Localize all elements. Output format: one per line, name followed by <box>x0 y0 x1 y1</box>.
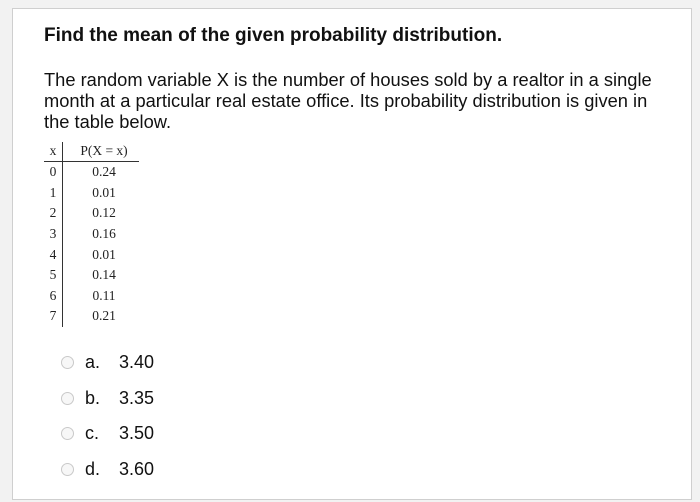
table-row: 1 0.01 <box>44 182 139 204</box>
question-body: The random variable X is the number of h… <box>44 69 652 132</box>
cell-x: 6 <box>44 285 63 307</box>
table-row: 3 0.16 <box>44 223 139 245</box>
option-value: 3.50 <box>119 423 155 444</box>
option-a[interactable]: a. 3.40 <box>61 345 154 381</box>
option-letter: b. <box>85 387 101 408</box>
table-row: 6 0.11 <box>44 285 139 307</box>
answer-options: a. 3.40 b. 3.35 c. 3.50 d. 3.60 <box>61 345 154 487</box>
option-letter: a. <box>85 352 101 373</box>
option-value: 3.60 <box>119 458 155 479</box>
option-letter: d. <box>85 458 101 479</box>
option-letter: c. <box>85 423 100 444</box>
option-c[interactable]: c. 3.50 <box>61 416 154 452</box>
cell-probability: 0.01 <box>92 246 116 262</box>
probability-table: x P(X = x) 0 0.24 1 0.01 2 0.12 3 0.16 4 <box>44 142 139 327</box>
radio-button-d[interactable] <box>61 462 74 476</box>
option-value: 3.35 <box>119 387 155 408</box>
cell-x: 1 <box>44 182 63 204</box>
cell-probability: 0.24 <box>92 164 116 180</box>
table-row: 2 0.12 <box>44 203 139 224</box>
cell-probability: 0.11 <box>92 287 116 303</box>
cell-x: 4 <box>44 244 63 265</box>
option-value: 3.40 <box>119 352 155 373</box>
table-header-row: x P(X = x) <box>44 142 139 162</box>
radio-button-a[interactable] <box>61 356 74 370</box>
cell-probability: 0.01 <box>92 184 116 200</box>
cell-x: 0 <box>44 161 63 183</box>
cell-x: 3 <box>44 223 63 245</box>
radio-button-c[interactable] <box>61 427 74 441</box>
cell-x: 2 <box>44 203 63 224</box>
question-title: Find the mean of the given probability d… <box>44 25 503 46</box>
table-row: 7 0.21 <box>44 306 139 327</box>
cell-probability: 0.12 <box>92 205 116 221</box>
table-row: 0 0.24 <box>44 161 139 183</box>
table-row: 4 0.01 <box>44 244 139 265</box>
table-row: 5 0.14 <box>44 264 139 286</box>
option-d[interactable]: d. 3.60 <box>61 452 154 488</box>
cell-probability: 0.21 <box>92 308 116 324</box>
cell-probability: 0.16 <box>92 226 116 242</box>
radio-button-b[interactable] <box>61 391 74 405</box>
question-card: Find the mean of the given probability d… <box>12 8 692 500</box>
cell-x: 7 <box>44 306 63 327</box>
cell-x: 5 <box>44 264 63 286</box>
option-b[interactable]: b. 3.35 <box>61 381 154 417</box>
header-probability: P(X = x) <box>62 142 139 162</box>
header-x: x <box>44 142 63 162</box>
cell-probability: 0.14 <box>92 267 116 283</box>
